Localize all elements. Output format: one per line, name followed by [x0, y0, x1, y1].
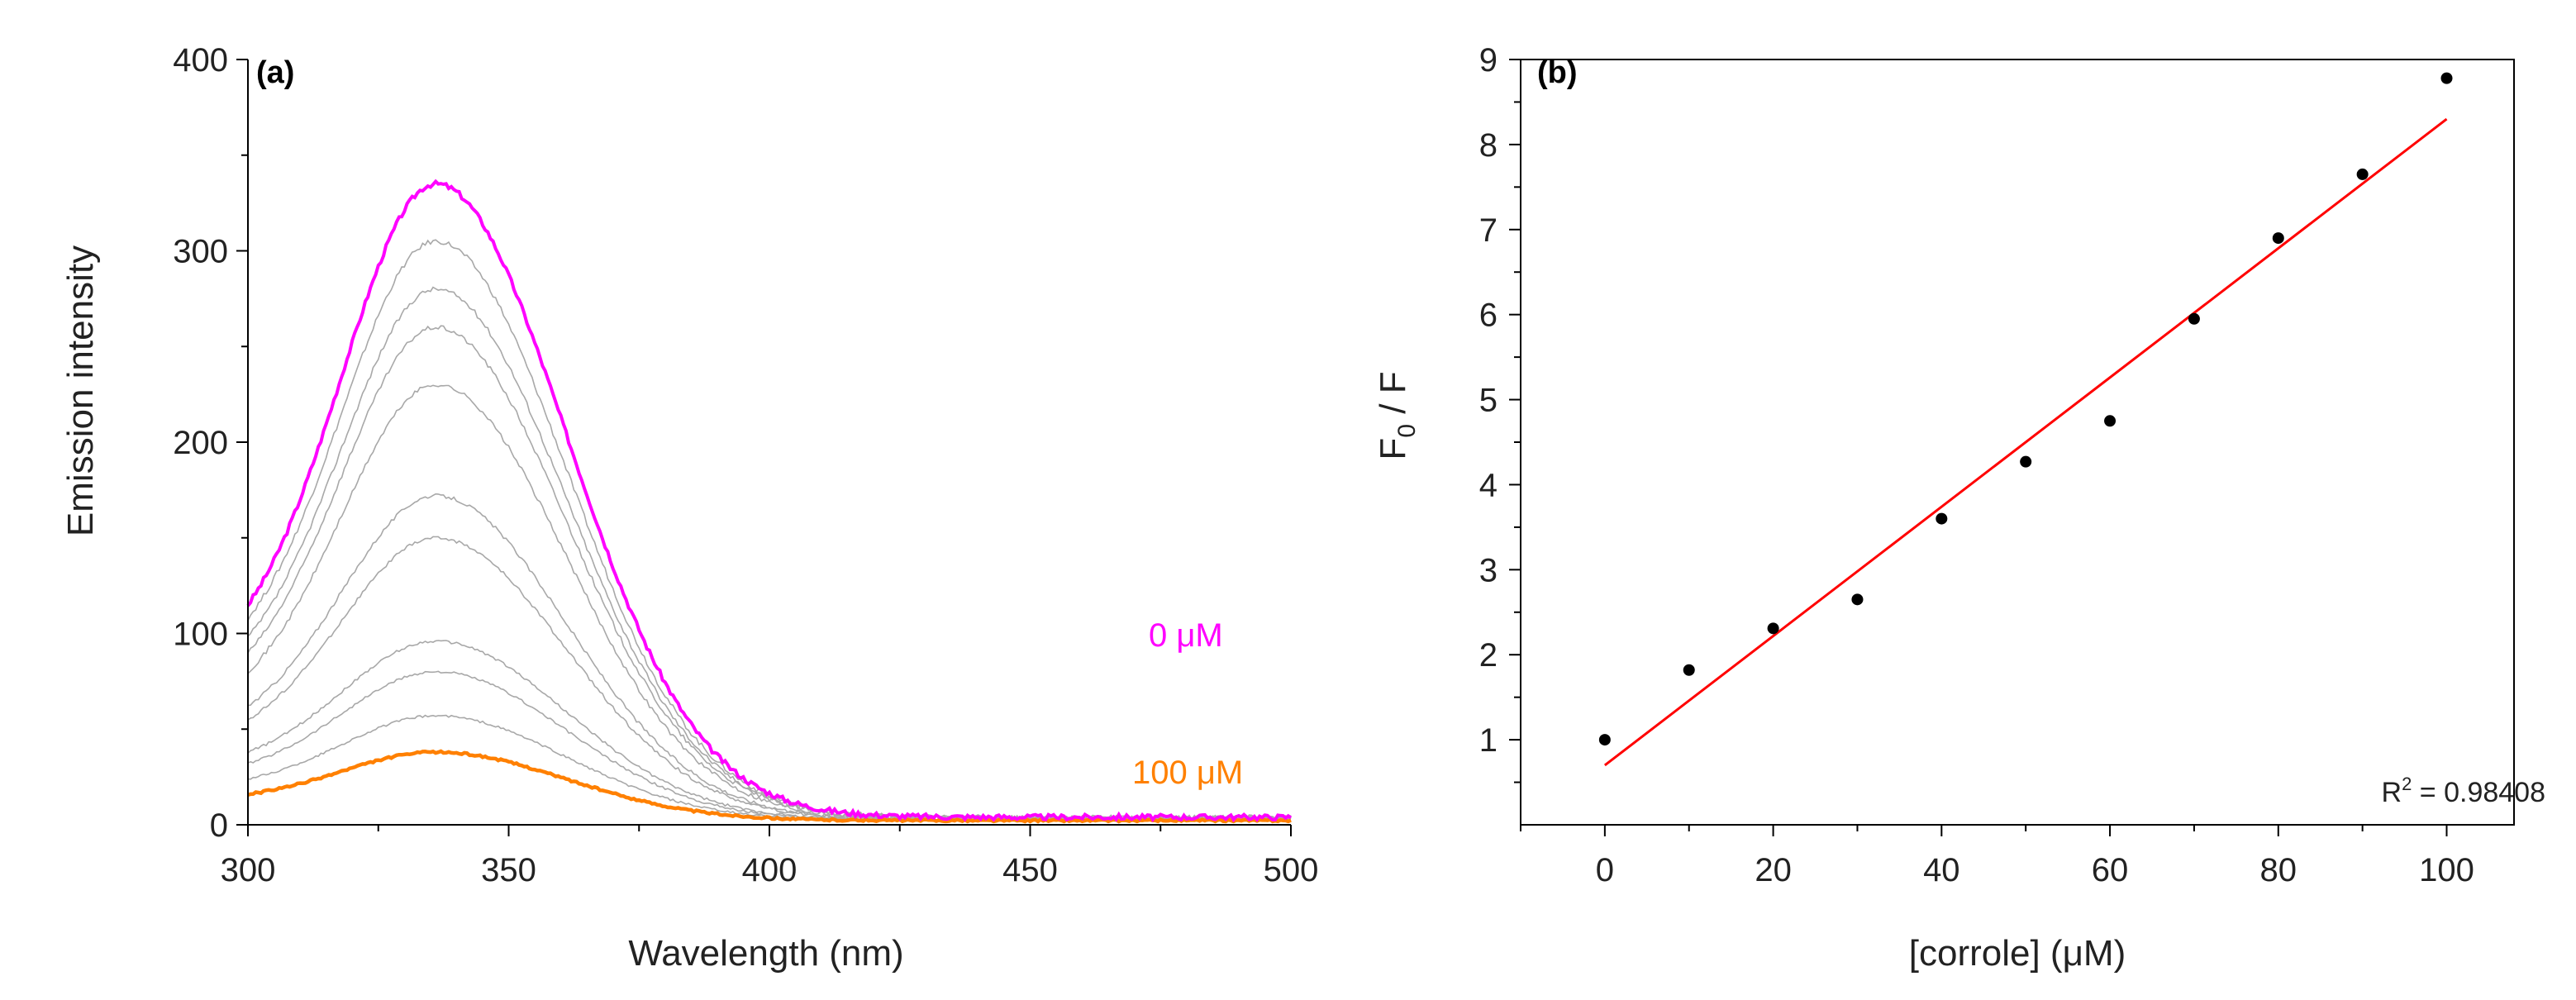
panel-b-x-tick-label: 20 — [1755, 852, 1792, 888]
emission-curves — [246, 179, 1293, 824]
data-point — [2356, 168, 2369, 180]
data-points — [1598, 72, 2453, 746]
panel-b-y-tick-label: 2 — [1479, 637, 1498, 674]
y-title-f: F — [1373, 438, 1413, 460]
data-point — [1683, 664, 1695, 676]
data-point — [2188, 312, 2200, 325]
panel-b-x-tick-label: 40 — [1923, 852, 1960, 888]
emission-curve-80-um — [247, 670, 1292, 822]
panel-a-x-tick-label: 450 — [1002, 852, 1058, 888]
panel-b-y-tick-label: 8 — [1479, 127, 1498, 164]
panel-b-y-tick-label: 7 — [1479, 212, 1498, 249]
r-squared-label: R2 = 0.98408 — [2382, 774, 2545, 808]
panel-b-ticks: 0 20 40 60 80 100 1 2 3 4 5 6 7 8 9 — [1479, 42, 2474, 888]
panel-a-y-tick-label: 400 — [173, 42, 228, 79]
data-point — [1767, 622, 1779, 635]
panel-a-x-tick-label: 500 — [1264, 852, 1319, 888]
panel-a-x-tick-label: 350 — [481, 852, 536, 888]
r2-superscript: 2 — [2402, 774, 2412, 794]
y-title-subscript: 0 — [1393, 424, 1421, 438]
annotation-100-um: 100 μM — [1132, 755, 1243, 791]
data-point — [2104, 415, 2117, 427]
panel-a-y-tick-label: 300 — [173, 234, 228, 270]
panel-a-ticks: 300 350 400 450 500 0 100 200 300 400 — [173, 42, 1318, 888]
panel-a-y-tick-label: 200 — [173, 425, 228, 461]
data-point — [2020, 455, 2032, 468]
panel-a-y-tick-label: 100 — [173, 617, 228, 653]
data-point — [2272, 232, 2284, 245]
panel-b-x-axis-title-text: [corrole] (μM) — [1909, 933, 2126, 974]
panel-a-emission-spectra: 300 350 400 450 500 0 100 200 300 400 (a) Wavelen… — [60, 42, 1318, 974]
panel-b-y-tick-label: 3 — [1479, 552, 1498, 588]
panel-b-y-tick-label: 1 — [1479, 722, 1498, 759]
data-point — [2440, 72, 2453, 84]
panel-b-x-tick-label: 80 — [2260, 852, 2297, 888]
r2-value: = 0.98408 — [2412, 777, 2545, 808]
panel-b-y-tick-label: 4 — [1479, 467, 1498, 503]
panel-a-y-tick-label: 0 — [210, 807, 228, 844]
y-title-rest: / F — [1373, 371, 1413, 424]
annotation-0-um: 0 μM — [1149, 617, 1223, 654]
panel-b-x-tick-label: 60 — [2092, 852, 2129, 888]
panel-b-y-axis-title: F0 / F — [1373, 371, 1421, 460]
panel-b-y-tick-label: 5 — [1479, 383, 1498, 419]
data-point — [1936, 512, 1948, 525]
emission-curve-10-um — [247, 239, 1292, 821]
data-point — [1851, 593, 1864, 606]
panel-b-label: (b) — [1537, 55, 1578, 90]
panel-a-x-tick-label: 400 — [742, 852, 798, 888]
panel-a-x-axis-title: Wavelength (nm) — [628, 933, 903, 974]
panel-b-x-tick-label: 0 — [1596, 852, 1614, 888]
linear-fit-line — [1603, 117, 2448, 767]
emission-curve-20-um — [247, 286, 1292, 821]
data-point — [1598, 734, 1611, 746]
panel-a-label: (a) — [256, 55, 294, 90]
panel-b-y-tick-label: 6 — [1479, 298, 1498, 334]
emission-curve-0-um — [246, 179, 1293, 823]
panel-a-x-tick-label: 300 — [221, 852, 276, 888]
r2-r: R — [2382, 777, 2402, 808]
panel-a-axes-frame — [247, 60, 1291, 826]
panel-a-y-axis-title: Emission intensity — [60, 245, 101, 536]
panel-b-y-tick-label: 9 — [1479, 42, 1498, 79]
panel-b-x-tick-label: 100 — [2419, 852, 2474, 888]
panel-b-x-axis-title: [corrole] (μM) — [1909, 933, 2126, 974]
emission-curve-30-um — [247, 325, 1292, 821]
